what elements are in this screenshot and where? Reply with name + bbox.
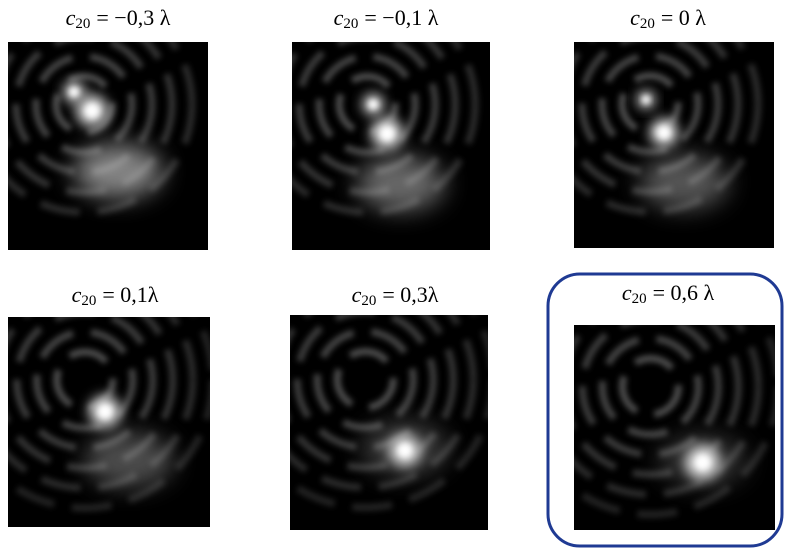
panel: c20 = −0,3 λ xyxy=(0,0,208,250)
spot xyxy=(98,404,112,418)
halo xyxy=(640,155,728,209)
panel: c20 = 0,3λ xyxy=(237,252,493,531)
panel-label: c20 = 0,6 λ xyxy=(622,280,715,307)
label-value: = −0,3 λ xyxy=(96,5,170,30)
spot xyxy=(368,100,378,110)
panel: c20 = 0,1λ xyxy=(0,252,213,527)
label-value: = 0,3λ xyxy=(382,282,438,307)
label-variable: c xyxy=(630,5,640,30)
spot xyxy=(658,126,671,139)
psf-image-bg xyxy=(574,42,774,248)
panel: c20 = −0,1 λ xyxy=(259,0,490,250)
spot xyxy=(380,126,394,140)
label-subscript: 20 xyxy=(640,16,655,32)
spot xyxy=(642,96,650,104)
label-subscript: 20 xyxy=(343,16,358,32)
halo xyxy=(74,144,162,198)
label-subscript: 20 xyxy=(361,293,376,309)
figure: c20= −0,3 λc20= −0,1 λc20= 0 λc20= 0,1λc… xyxy=(0,0,791,549)
label-variable: c xyxy=(66,5,76,30)
label-value: = −0,1 λ xyxy=(364,5,438,30)
psf-image-bg xyxy=(574,325,775,530)
panel-label: c20 = 0 λ xyxy=(630,5,706,32)
label-variable: c xyxy=(622,280,632,305)
spot xyxy=(85,103,99,117)
label-subscript: 20 xyxy=(75,16,90,32)
halo xyxy=(357,156,444,210)
label-value: = 0,1λ xyxy=(102,282,158,307)
spot xyxy=(69,87,79,97)
label-value: = 0,6 λ xyxy=(653,280,715,305)
label-variable: c xyxy=(352,282,362,307)
panel-label: c20 = −0,3 λ xyxy=(66,5,171,32)
spot xyxy=(695,454,711,470)
panel: c20 = 0,6 λ xyxy=(522,259,778,531)
panel: c20 = 0 λ xyxy=(542,0,774,248)
label-variable: c xyxy=(334,5,344,30)
spot xyxy=(398,443,412,457)
label-subscript: 20 xyxy=(81,293,96,309)
halo xyxy=(85,433,174,488)
panel-label: c20 = −0,1 λ xyxy=(334,5,439,32)
label-value: = 0 λ xyxy=(661,5,706,30)
panel-label: c20 = 0,1λ xyxy=(72,282,159,309)
label-subscript: 20 xyxy=(632,291,647,307)
panel-label: c20 = 0,3λ xyxy=(352,282,439,309)
label-variable: c xyxy=(72,282,82,307)
